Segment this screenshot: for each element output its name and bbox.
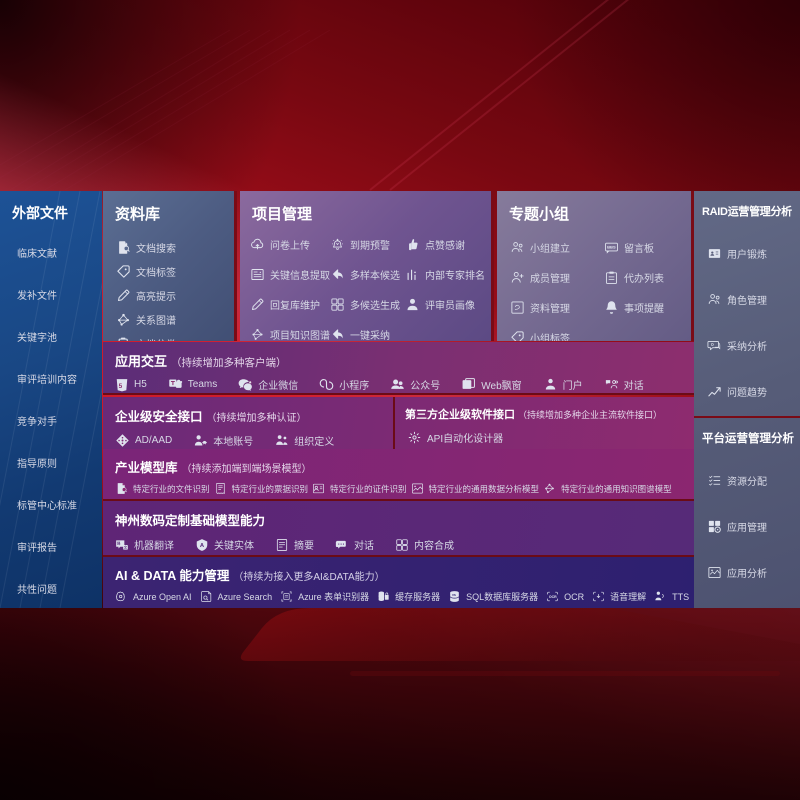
svg-text:OCR: OCR <box>549 595 557 599</box>
svg-text:BBS: BBS <box>607 244 616 249</box>
svg-text:5: 5 <box>119 383 123 390</box>
svg-text:译: 译 <box>117 540 121 545</box>
svg-text:VS: VS <box>452 593 456 597</box>
